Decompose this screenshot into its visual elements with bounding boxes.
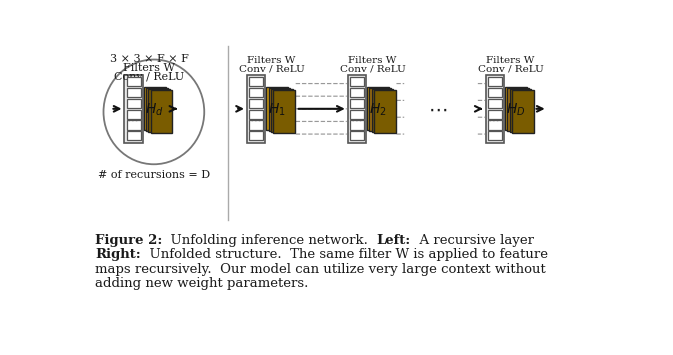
- Bar: [350, 88, 364, 97]
- Bar: [249, 88, 263, 97]
- Bar: [488, 110, 502, 119]
- Bar: [367, 87, 389, 130]
- Bar: [507, 88, 529, 131]
- Text: Filters W: Filters W: [123, 62, 175, 73]
- Bar: [350, 110, 364, 119]
- Bar: [350, 77, 364, 87]
- Text: Filters W: Filters W: [348, 56, 396, 65]
- Text: Figure 2:: Figure 2:: [95, 234, 162, 247]
- Bar: [249, 77, 263, 87]
- Bar: [144, 87, 166, 130]
- Bar: [350, 120, 364, 130]
- Text: $H_{2}$: $H_{2}$: [369, 102, 387, 118]
- Bar: [509, 89, 531, 132]
- Bar: [488, 88, 502, 97]
- Bar: [505, 87, 527, 130]
- Bar: [371, 89, 393, 132]
- Text: maps recursively.  Our model can utilize very large context without: maps recursively. Our model can utilize …: [95, 263, 546, 276]
- Bar: [125, 75, 143, 143]
- Bar: [127, 99, 141, 108]
- Bar: [488, 77, 502, 87]
- Bar: [348, 75, 366, 143]
- Text: Unfolding inference network.: Unfolding inference network.: [162, 234, 377, 247]
- Bar: [249, 131, 263, 140]
- Text: Unfolded structure.  The same filter W is applied to feature: Unfolded structure. The same filter W is…: [141, 248, 548, 261]
- Bar: [146, 88, 168, 131]
- Bar: [127, 77, 141, 87]
- Bar: [151, 90, 172, 133]
- Bar: [247, 75, 265, 143]
- Bar: [249, 120, 263, 130]
- Text: $H_{d}$: $H_{d}$: [145, 102, 164, 118]
- Text: Left:: Left:: [377, 234, 411, 247]
- Bar: [149, 89, 170, 132]
- Bar: [249, 110, 263, 119]
- Bar: [127, 120, 141, 130]
- Text: Conv / ReLU: Conv / ReLU: [478, 64, 543, 73]
- Bar: [350, 99, 364, 108]
- Text: Filters W: Filters W: [486, 56, 534, 65]
- Bar: [488, 131, 502, 140]
- Text: A recursive layer: A recursive layer: [411, 234, 534, 247]
- Text: $H_{D}$: $H_{D}$: [506, 102, 526, 118]
- Text: 3 × 3 × F × F: 3 × 3 × F × F: [110, 54, 188, 64]
- Text: Conv / ReLU: Conv / ReLU: [340, 64, 405, 73]
- Text: Conv / ReLU: Conv / ReLU: [239, 64, 305, 73]
- Text: $\cdots$: $\cdots$: [427, 99, 447, 118]
- Bar: [369, 88, 391, 131]
- Bar: [350, 131, 364, 140]
- Bar: [273, 90, 295, 133]
- Bar: [374, 90, 396, 133]
- Text: Filters W: Filters W: [248, 56, 296, 65]
- Bar: [486, 75, 504, 143]
- Bar: [127, 88, 141, 97]
- Bar: [269, 88, 290, 131]
- Bar: [127, 110, 141, 119]
- Text: Conv / ReLU: Conv / ReLU: [114, 71, 184, 81]
- Bar: [488, 99, 502, 108]
- Text: $H_{1}$: $H_{1}$: [269, 102, 286, 118]
- Text: # of recursions = D: # of recursions = D: [98, 170, 210, 180]
- Text: adding new weight parameters.: adding new weight parameters.: [95, 278, 308, 290]
- Bar: [512, 90, 534, 133]
- Bar: [267, 87, 288, 130]
- Bar: [488, 120, 502, 130]
- Bar: [127, 131, 141, 140]
- Bar: [271, 89, 293, 132]
- Text: Right:: Right:: [95, 248, 141, 261]
- Bar: [249, 99, 263, 108]
